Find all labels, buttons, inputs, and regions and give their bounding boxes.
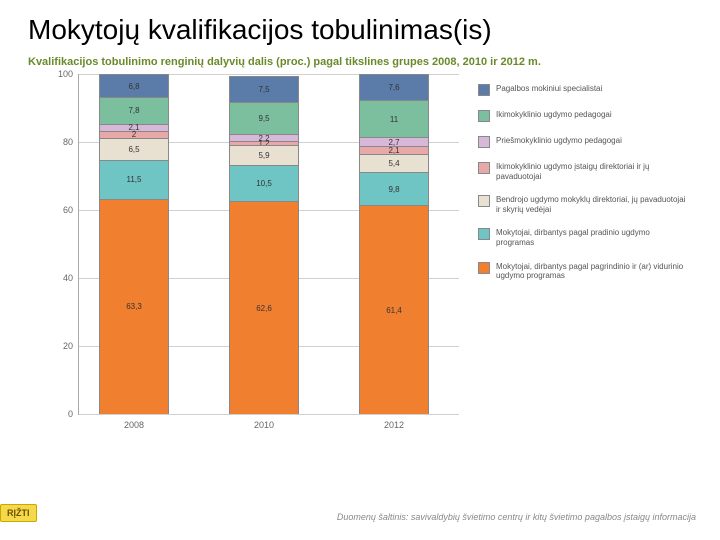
x-tick-label: 2010 [229,420,299,430]
y-tick-label: 40 [63,273,73,283]
x-tick-label: 2008 [99,420,169,430]
legend-label: Mokytojai, dirbantys pagal pagrindinio i… [496,262,688,281]
segment-s5: 5,9 [229,145,299,165]
y-tick-label: 20 [63,341,73,351]
segment-s6: 9,8 [359,172,429,205]
back-button[interactable]: RĮŽTI [0,504,37,522]
segment-s4: 2 [99,131,169,138]
legend-swatch [478,136,490,148]
segment-s2: 11 [359,100,429,137]
legend-swatch [478,228,490,240]
y-tick-label: 100 [58,69,73,79]
segment-s1: 7,6 [359,74,429,100]
bar-2010: 7,59,52,21,25,910,562,62010 [229,76,299,414]
segment-s6: 10,5 [229,165,299,201]
legend-swatch [478,162,490,174]
legend-item: Ikimokyklinio ugdymo įstaigų direktoriai… [478,162,688,181]
segment-s5: 6,5 [99,138,169,160]
segment-s7: 63,3 [99,199,169,414]
slide-title: Mokytojų kvalifikacijos tobulinimas(is) [0,0,720,52]
segment-s1: 6,8 [99,74,169,97]
legend-label: Ikimokyklinio ugdymo įstaigų direktoriai… [496,162,688,181]
legend-item: Priešmokyklinio ugdymo pedagogai [478,136,688,148]
segment-s2: 7,8 [99,97,169,124]
legend-item: Bendrojo ugdymo mokyklų direktoriai, jų … [478,195,688,214]
segment-s6: 11,5 [99,160,169,199]
segment-s5: 5,4 [359,154,429,172]
source-note: Duomenų šaltinis: savivaldybių švietimo … [337,512,696,522]
legend-label: Mokytojai, dirbantys pagal pradinio ugdy… [496,228,688,247]
y-tick-label: 80 [63,137,73,147]
bar-2012: 7,6112,72,15,49,861,42012 [359,74,429,414]
legend-label: Bendrojo ugdymo mokyklų direktoriai, jų … [496,195,688,214]
plot-area: 0204060801006,87,82,126,511,563,320087,5… [78,74,459,415]
legend-label: Priešmokyklinio ugdymo pedagogai [496,136,622,146]
legend-label: Pagalbos mokiniui specialistai [496,84,602,94]
segment-s7: 61,4 [359,205,429,414]
grid-line [79,414,459,415]
legend-swatch [478,84,490,96]
segment-s1: 7,5 [229,76,299,102]
legend-swatch [478,110,490,122]
legend-item: Mokytojai, dirbantys pagal pradinio ugdy… [478,228,688,247]
segment-s4: 2,1 [359,146,429,153]
bar-2008: 6,87,82,126,511,563,32008 [99,74,169,414]
chart-subtitle: Kvalifikacijos tobulinimo renginių dalyv… [0,52,720,74]
segment-s7: 62,6 [229,201,299,414]
legend-item: Mokytojai, dirbantys pagal pagrindinio i… [478,262,688,281]
legend-label: Ikimokyklinio ugdymo pedagogai [496,110,612,120]
y-tick-label: 60 [63,205,73,215]
legend-swatch [478,195,490,207]
legend-item: Ikimokyklinio ugdymo pedagogai [478,110,688,122]
legend: Pagalbos mokiniui specialistai Ikimokykli… [478,84,688,295]
chart-area: 0204060801006,87,82,126,511,563,320087,5… [48,74,688,454]
legend-swatch [478,262,490,274]
x-tick-label: 2012 [359,420,429,430]
legend-item: Pagalbos mokiniui specialistai [478,84,688,96]
segment-s2: 9,5 [229,102,299,134]
y-tick-label: 0 [68,409,73,419]
